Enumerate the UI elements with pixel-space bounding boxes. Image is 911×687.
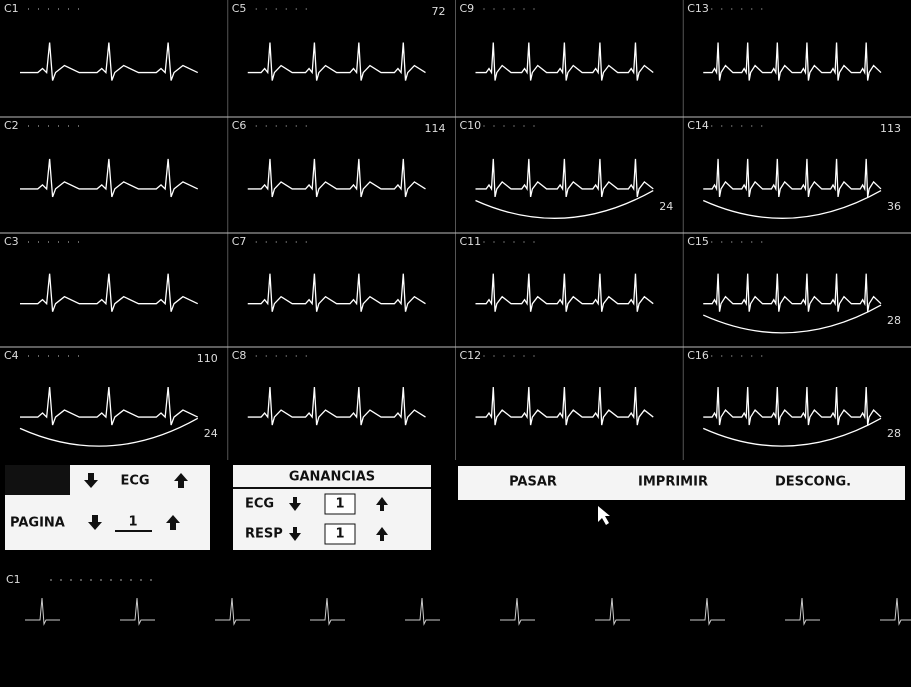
panel-label: C13 bbox=[687, 2, 709, 15]
gain-label: RESP bbox=[245, 527, 283, 542]
panel-label: C15 bbox=[687, 235, 709, 248]
action-button[interactable]: DESCONG. bbox=[775, 475, 851, 490]
resp-rate: 24 bbox=[659, 200, 673, 213]
gain-label: ECG bbox=[245, 497, 274, 512]
indicator bbox=[5, 465, 70, 495]
heart-rate: 113 bbox=[880, 122, 901, 135]
panel-label: C9 bbox=[460, 2, 475, 15]
panel-label: C14 bbox=[687, 119, 709, 132]
gains-title: GANANCIAS bbox=[289, 470, 375, 485]
monitor-screen: C1C572C9C13C2C6114C1024C1411336C3C7C11C1… bbox=[0, 0, 911, 687]
action-button[interactable]: PASAR bbox=[509, 475, 557, 490]
panel-label: C7 bbox=[232, 235, 247, 248]
resp-rate: 28 bbox=[887, 314, 901, 327]
panel-label: C5 bbox=[232, 2, 247, 15]
panel-label: C10 bbox=[460, 119, 482, 132]
panel-label: C16 bbox=[687, 349, 709, 362]
resp-rate: 36 bbox=[887, 200, 901, 213]
panel-label: C3 bbox=[4, 235, 19, 248]
resp-rate: 28 bbox=[887, 427, 901, 440]
panel-label: C1 bbox=[4, 2, 19, 15]
heart-rate: 110 bbox=[197, 352, 218, 365]
panel-label: C2 bbox=[4, 119, 19, 132]
heart-rate: 114 bbox=[425, 122, 446, 135]
panel-label: C11 bbox=[460, 235, 482, 248]
action-button[interactable]: IMPRIMIR bbox=[638, 475, 708, 490]
resp-rate: 24 bbox=[204, 427, 218, 440]
gain-value: 1 bbox=[335, 527, 344, 542]
page-label: PAGINA bbox=[10, 516, 65, 531]
page-value: 1 bbox=[128, 515, 137, 530]
panel-label: C12 bbox=[460, 349, 482, 362]
strip-label: C1 bbox=[6, 573, 21, 586]
panel-label: C8 bbox=[232, 349, 247, 362]
heart-rate: 72 bbox=[432, 5, 446, 18]
panel-label: C4 bbox=[4, 349, 19, 362]
gain-value: 1 bbox=[335, 497, 344, 512]
panel-label: C6 bbox=[232, 119, 247, 132]
mode-value: ECG bbox=[120, 474, 149, 489]
